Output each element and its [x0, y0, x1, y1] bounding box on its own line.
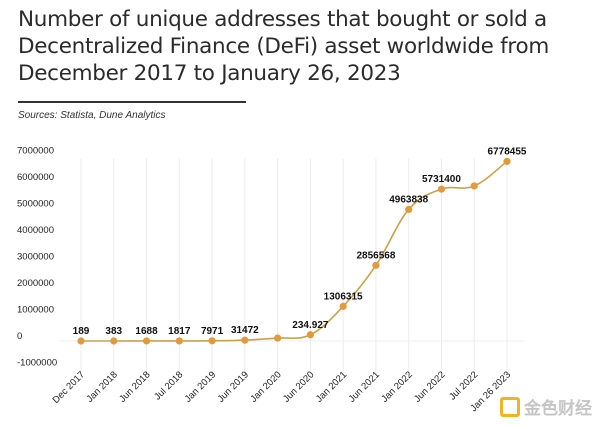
watermark-icon	[500, 396, 520, 417]
x-tick-label: Jan 2022	[379, 369, 414, 404]
data-label: 1817	[168, 326, 191, 337]
data-label: 2856568	[356, 250, 395, 261]
data-point	[405, 205, 413, 214]
y-tick-label: 4000000	[17, 225, 54, 236]
y-tick-label: 7000000	[17, 146, 54, 157]
x-tick-label: Jun 2020	[281, 369, 316, 404]
data-point	[437, 185, 446, 193]
x-tick-label: Jun 2021	[347, 369, 382, 404]
data-point	[208, 337, 216, 345]
y-tick-label: 5000000	[17, 199, 54, 210]
data-point	[306, 331, 314, 339]
data-label: 383	[105, 326, 122, 337]
data-label: 1688	[135, 326, 158, 337]
data-label: 234.927	[292, 320, 329, 331]
y-tick-label: -1000000	[17, 358, 57, 369]
data-point	[274, 334, 282, 342]
y-tick-label: 0	[17, 331, 22, 342]
data-label: 31472	[231, 325, 259, 336]
y-tick-label: 3000000	[17, 252, 54, 263]
x-tick-label: Dec 2017	[51, 369, 88, 406]
data-label: 4963838	[389, 194, 428, 205]
watermark-logo: 金色财经	[500, 394, 592, 419]
x-tick-label: Jan 2018	[84, 369, 119, 404]
data-label: 189	[73, 326, 90, 337]
x-tick-label: Jun 2018	[117, 369, 152, 404]
y-tick-label: 6000000	[17, 172, 54, 183]
x-tick-label: Jan 2019	[183, 369, 218, 404]
data-point	[339, 302, 347, 310]
x-tick-label: Jun 2022	[412, 369, 447, 404]
x-tick-label: Jul 2018	[152, 369, 185, 402]
data-point	[503, 157, 511, 165]
data-label: 5731400	[422, 174, 461, 185]
title-divider	[18, 101, 246, 103]
data-point	[372, 261, 380, 269]
chart-source: Sources: Statista, Dune Analytics	[18, 110, 166, 121]
y-tick-label: 1000000	[17, 305, 54, 316]
data-point	[77, 337, 85, 345]
chart-title: Number of unique addresses that bought o…	[18, 7, 549, 86]
data-label: 1306315	[324, 291, 363, 302]
data-point	[110, 337, 118, 345]
data-label: 7971	[201, 326, 224, 337]
data-point	[470, 182, 478, 190]
x-tick-label: Jan 2020	[248, 369, 283, 404]
data-point	[241, 336, 249, 344]
x-tick-label: Jan 2021	[314, 369, 349, 404]
data-point	[175, 337, 183, 345]
watermark-text: 金色财经	[524, 399, 592, 419]
y-tick-label: 2000000	[17, 278, 54, 289]
x-tick-label: Jul 2022	[447, 369, 480, 402]
data-point	[142, 337, 151, 345]
x-tick-label: Jun 2019	[216, 369, 251, 404]
data-label: 6778455	[488, 146, 527, 157]
